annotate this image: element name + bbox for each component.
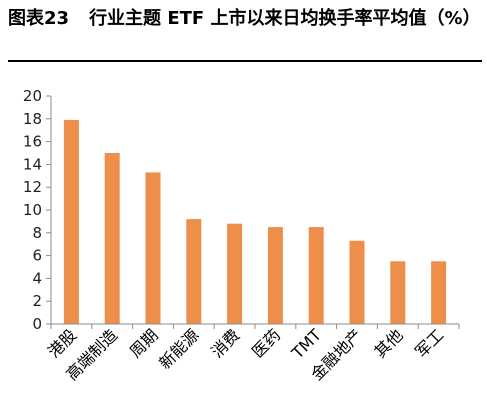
bar-4 <box>186 219 202 324</box>
y-tick-label: 18 <box>23 110 42 128</box>
bar-3 <box>145 172 161 324</box>
x-tick-label: 新能源 <box>155 325 202 372</box>
bar-10 <box>431 261 447 324</box>
bar-9 <box>390 261 406 324</box>
figure-title: 行业主题 ETF 上市以来日均换手率平均值（%） <box>89 8 481 29</box>
x-tick-label: 军工 <box>411 325 447 361</box>
x-tick-label: 港股 <box>44 325 80 361</box>
x-tick-label: 医药 <box>248 325 284 361</box>
x-tick-label: 消费 <box>207 325 243 361</box>
y-tick-label: 10 <box>23 201 42 219</box>
bar-7 <box>308 227 324 324</box>
figure-label: 图表23 <box>8 8 70 29</box>
y-tick-label: 16 <box>23 133 42 151</box>
x-tick-label: 周期 <box>126 325 162 361</box>
y-tick-label: 4 <box>32 269 42 287</box>
bar-2 <box>104 153 120 324</box>
bar-8 <box>349 240 365 324</box>
y-tick-label: 8 <box>32 224 42 242</box>
y-tick-label: 12 <box>23 178 42 196</box>
y-tick-label: 14 <box>23 155 42 173</box>
y-tick-label: 2 <box>32 292 42 310</box>
y-tick-label: 0 <box>32 315 42 333</box>
x-tick-label: 其他 <box>371 325 407 361</box>
bar-6 <box>267 227 283 324</box>
y-tick-label: 6 <box>32 247 42 265</box>
bar-1 <box>63 119 79 324</box>
bar-5 <box>227 223 243 324</box>
title-divider <box>8 60 482 62</box>
chart-title: 图表23 行业主题 ETF 上市以来日均换手率平均值（%） <box>8 6 482 32</box>
y-tick-label: 20 <box>23 87 42 105</box>
